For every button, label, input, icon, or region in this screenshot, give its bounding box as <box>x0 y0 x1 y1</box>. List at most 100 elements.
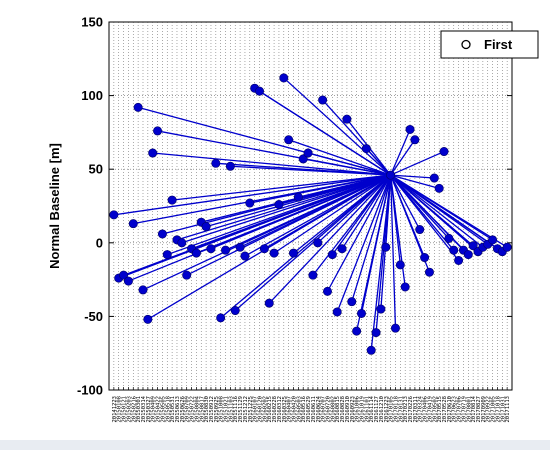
data-point <box>259 244 269 254</box>
baseline-line <box>152 152 391 176</box>
x-tick-label: 20160407 <box>287 396 293 423</box>
x-tick-label: 20160923 <box>350 396 356 423</box>
x-tick-label: 20151212 <box>243 396 249 423</box>
baseline-line <box>191 174 391 250</box>
baseline-line <box>390 174 460 261</box>
data-point <box>138 285 148 295</box>
baseline-line <box>273 174 391 254</box>
data-point <box>148 148 158 158</box>
x-tick-label: 20151103 <box>228 396 234 423</box>
x-tick-label: 20160420 <box>292 396 298 423</box>
x-tick-label: 20160503 <box>296 396 302 423</box>
x-tick-label: 20161101 <box>364 396 370 423</box>
x-tick-label: 20161114 <box>369 395 375 422</box>
baseline-line <box>389 175 397 329</box>
x-tick-label: 20160815 <box>335 396 341 423</box>
x-tick-label: 20170623 <box>452 396 458 423</box>
data-point <box>371 328 381 338</box>
data-point <box>225 161 235 171</box>
baseline-line <box>341 174 392 250</box>
data-point <box>240 251 250 261</box>
data-point <box>468 241 478 251</box>
data-point <box>420 253 430 263</box>
data-point <box>293 192 303 202</box>
baseline-line <box>390 174 484 248</box>
x-tick-label: 20170801 <box>466 396 472 423</box>
legend-marker <box>461 39 471 50</box>
x-tick-label: 20150912 <box>209 396 215 423</box>
x-axis: 2014122320150108201501212015020320150216… <box>112 387 511 423</box>
baseline-line <box>239 174 391 248</box>
x-tick-label: 20170909 <box>481 396 487 423</box>
x-tick-label: 20170419 <box>427 396 433 423</box>
data-point <box>269 248 279 258</box>
baseline-line <box>385 175 392 248</box>
x-tick-label: 20160802 <box>330 396 336 423</box>
data-point <box>352 326 362 336</box>
baseline-line <box>303 158 391 176</box>
data-point <box>143 314 153 324</box>
x-tick-label: 20160611 <box>311 396 317 423</box>
data-point <box>327 250 337 260</box>
baseline-line <box>390 139 416 176</box>
data-point <box>381 242 391 252</box>
x-tick-label: 20150216 <box>131 396 137 423</box>
data-point <box>400 282 410 292</box>
baseline-line <box>360 174 392 314</box>
x-tick-label: 20150108 <box>117 396 123 423</box>
x-tick-label: 20151021 <box>224 396 230 423</box>
data-point <box>123 276 133 286</box>
data-point <box>318 95 328 105</box>
baseline-line <box>365 148 392 176</box>
x-tick-label: 20161210 <box>379 396 385 423</box>
x-tick-label: 20170105 <box>389 396 395 423</box>
grid <box>109 21 512 391</box>
plot-frame <box>108 21 513 391</box>
data-point <box>109 210 119 220</box>
reference-point <box>386 170 396 180</box>
data-point <box>424 267 434 277</box>
x-tick-label: 20150626 <box>180 396 186 423</box>
baseline-line <box>230 165 391 176</box>
legend-label-first: First <box>484 37 513 52</box>
x-tick-label: 20141223 <box>112 396 118 423</box>
data-point <box>153 126 163 136</box>
x-tick-label: 20150709 <box>185 396 191 423</box>
x-tick-label: 20160325 <box>282 396 288 423</box>
y-axis: 150 100 50 0 -50 -100 <box>77 15 512 398</box>
data-point <box>405 124 415 134</box>
x-tick-label: 20161006 <box>355 396 361 423</box>
baseline-line <box>390 174 479 253</box>
x-tick-label: 20160828 <box>340 396 346 423</box>
data-point <box>449 245 459 255</box>
data-point <box>230 306 240 316</box>
baseline-line <box>390 129 411 176</box>
x-tick-label: 20160910 <box>345 396 351 423</box>
data-point <box>502 242 512 252</box>
x-tick-label: 20170827 <box>476 396 482 423</box>
x-tick-label: 20150422 <box>156 396 162 423</box>
baseline-line <box>317 174 392 244</box>
x-tick-label: 20150327 <box>146 396 152 423</box>
data-point <box>313 238 323 248</box>
x-tick-label: 20150925 <box>214 396 220 423</box>
data-point <box>216 313 226 323</box>
x-tick-label: 20170213 <box>403 396 409 423</box>
baseline-line <box>113 174 391 216</box>
data-point <box>337 244 347 254</box>
x-tick-label: 20171031 <box>500 396 506 423</box>
data-point <box>308 270 318 280</box>
data-point <box>119 270 129 280</box>
data-point <box>279 73 289 83</box>
data-point <box>395 260 405 270</box>
baseline-line <box>307 152 391 176</box>
baseline-line <box>181 174 391 244</box>
x-tick-label: 20171018 <box>495 396 501 423</box>
baseline-line <box>259 90 391 176</box>
baseline-line <box>390 174 421 230</box>
baseline-line <box>390 174 440 189</box>
baseline-line <box>351 174 392 302</box>
x-tick-label: 20150722 <box>190 396 196 423</box>
x-tick-label: 20160529 <box>306 396 312 423</box>
